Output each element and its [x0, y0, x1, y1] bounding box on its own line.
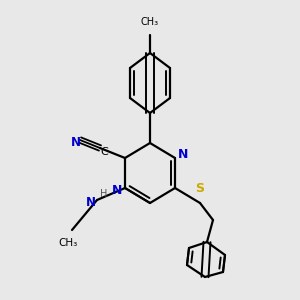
Text: N: N [178, 148, 188, 161]
Text: N: N [112, 184, 122, 197]
Text: CH₃: CH₃ [58, 238, 78, 248]
Text: S: S [196, 182, 205, 195]
Text: C: C [100, 147, 108, 157]
Text: CH₃: CH₃ [141, 17, 159, 27]
Text: H: H [100, 189, 107, 199]
Text: N: N [86, 196, 96, 208]
Text: N: N [71, 136, 81, 148]
